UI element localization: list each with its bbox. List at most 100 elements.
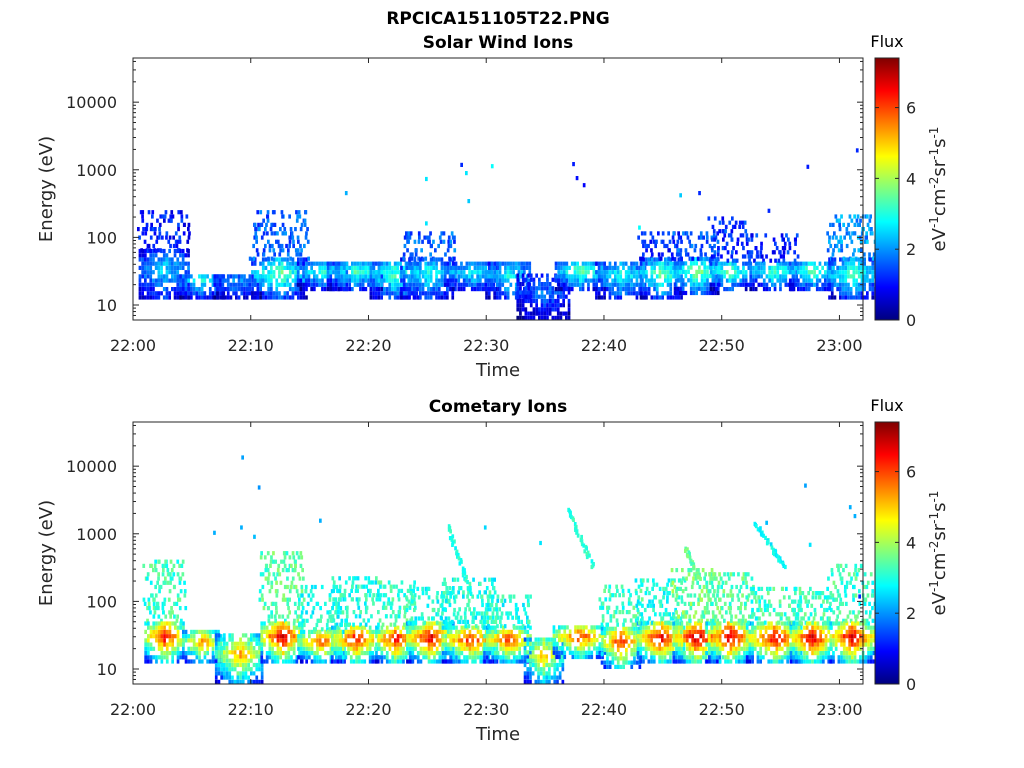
heatmap-cell [627,282,631,287]
heatmap-cell [460,638,464,643]
heatmap-cell [468,651,472,656]
heatmap-cell [786,250,790,255]
heatmap-cell [169,576,173,581]
heatmap-cell [429,257,433,262]
heatmap-cell [334,265,338,270]
heatmap-cell [429,270,433,275]
heatmap-cell [241,671,245,676]
heatmap-cell [504,291,507,296]
heatmap-cell [149,634,153,639]
heatmap-cell [557,261,561,266]
heatmap-cell [708,274,712,279]
heatmap-cell [259,555,263,560]
heatmap-cell [239,658,242,663]
heatmap-cell [211,282,215,287]
heatmap-cell [352,625,356,630]
heatmap-cell [182,231,186,236]
heatmap-cell [343,593,346,598]
heatmap-cell [815,287,819,292]
heatmap-cell [679,261,682,266]
heatmap-cell [742,261,745,266]
heatmap-cell [289,256,292,261]
heatmap-cell [342,265,346,270]
heatmap-cell [717,274,721,279]
heatmap-cell [744,287,748,292]
heatmap-cell [853,222,857,227]
heatmap-cell [229,295,233,300]
heatmap-cell [251,295,254,300]
heatmap-cell [468,634,472,639]
heatmap-cell [250,637,253,642]
heatmap-cell [460,270,463,275]
heatmap-cell [217,650,221,655]
heatmap-cell [649,231,653,236]
heatmap-cell [403,622,406,627]
heatmap-cell [527,311,530,316]
heatmap-cell [263,642,266,647]
heatmap-cell [298,214,302,219]
heatmap-cell [157,576,160,581]
heatmap-cell [481,282,485,287]
heatmap-cell [703,269,707,274]
heatmap-cell [299,287,303,292]
heatmap-cell [488,629,492,634]
heatmap-cell [457,270,461,275]
heatmap-cell [741,224,745,229]
heatmap-cell [429,274,433,279]
heatmap-cell [402,287,406,292]
heatmap-cell [762,282,766,287]
heatmap-cell [278,270,281,275]
heatmap-cell [506,615,510,620]
heatmap-cell [318,659,322,664]
heatmap-cell [754,287,758,292]
heatmap-cell [162,568,165,573]
heatmap-cell [839,295,842,300]
heatmap-cell [576,261,579,266]
heatmap-cell [422,646,425,651]
heatmap-cell [425,629,428,634]
heatmap-cell [642,265,646,270]
heatmap-cell [288,295,292,300]
heatmap-cell [476,282,479,287]
heatmap-cell [380,278,383,283]
heatmap-cell [614,291,617,296]
heatmap-cell [645,274,648,279]
heatmap-cell [336,625,340,630]
heatmap-cell [619,291,623,296]
x-tick-label: 22:10 [228,336,274,355]
heatmap-cell [495,287,498,292]
heatmap-cell [849,265,853,270]
heatmap-cell [402,646,405,651]
heatmap-cell [374,270,378,275]
heatmap-cell [414,252,418,257]
heatmap-cell [810,261,814,266]
heatmap-cell [192,659,196,664]
heatmap-cell [291,295,295,300]
heatmap-cell [412,620,415,625]
heatmap-cell [297,638,300,643]
heatmap-cell [177,248,180,253]
heatmap-cell [349,629,353,634]
heatmap-cell [813,282,816,287]
heatmap-cell [298,576,302,581]
heatmap-cell [752,274,755,279]
heatmap-cell [217,637,221,642]
heatmap-cell [297,257,300,262]
heatmap-cell [762,265,766,270]
heatmap-cell [206,629,209,634]
heatmap-cell [332,287,335,292]
heatmap-cell [320,614,323,619]
heatmap-cell [535,294,538,299]
heatmap-cell [321,646,325,651]
heatmap-cell [167,239,171,244]
heatmap-cell [146,257,150,262]
heatmap-cell [301,606,305,611]
heatmap-cell [244,671,248,676]
heatmap-cell [276,572,279,577]
heatmap-cell [424,291,428,296]
heatmap-cell [391,655,394,660]
heatmap-cell [438,625,442,630]
heatmap-cell [423,620,427,625]
heatmap-cell [303,618,306,623]
heatmap-cell [371,597,374,602]
